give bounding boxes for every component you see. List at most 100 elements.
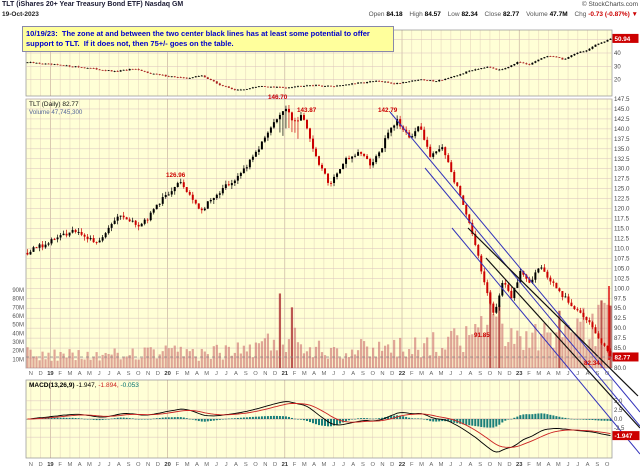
svg-text:132.5: 132.5: [614, 156, 630, 163]
svg-text:100.0: 100.0: [614, 285, 630, 292]
symbol-title: TLT (iShares 20+ Year Treasury Bond ETF)…: [2, 1, 184, 8]
trendlines: [26, 111, 640, 455]
svg-text:S: S: [595, 462, 599, 468]
svg-text:40: 40: [614, 51, 621, 57]
svg-text:A: A: [351, 371, 355, 377]
svg-text:-1.947: -1.947: [615, 433, 633, 440]
svg-text:O: O: [370, 371, 375, 377]
svg-text:D: D: [507, 462, 511, 468]
quote-bar: Open 84.18 High 84.57 Low 82.34 Close 82…: [364, 11, 638, 18]
svg-text:90M: 90M: [12, 288, 24, 294]
svg-text:M: M: [419, 462, 424, 468]
value-boxes: 82.77 50.94 -1.947: [612, 33, 640, 441]
svg-text:M: M: [87, 462, 92, 468]
chg-label: Chg: [574, 11, 587, 18]
low-value: 82.34: [461, 11, 478, 18]
svg-text:50M: 50M: [12, 323, 24, 329]
svg-text:M: M: [536, 462, 541, 468]
svg-text:A: A: [117, 462, 121, 468]
svg-text:146.70: 146.70: [268, 94, 288, 101]
svg-text:J: J: [449, 462, 452, 468]
svg-text:23: 23: [516, 371, 523, 377]
svg-text:92.5: 92.5: [614, 315, 627, 322]
svg-text:85.0: 85.0: [614, 345, 627, 352]
svg-text:140.0: 140.0: [614, 126, 630, 133]
swing-labels: 126.96 146.70 143.87 142.79 91.85 82.34: [166, 94, 600, 367]
svg-text:82.77: 82.77: [615, 354, 631, 361]
svg-text:F: F: [176, 371, 180, 377]
svg-text:O: O: [370, 462, 375, 468]
svg-text:M: M: [439, 462, 444, 468]
svg-text:M: M: [321, 371, 326, 377]
svg-text:2.5: 2.5: [614, 408, 623, 414]
axis-labels: NNDD1919FFMMAAMMJJJJAASSOONNDD2020FFMMAA…: [12, 38, 630, 468]
svg-text:J: J: [98, 371, 101, 377]
svg-text:J: J: [215, 462, 218, 468]
svg-text:M: M: [185, 462, 190, 468]
svg-text:M: M: [87, 371, 92, 377]
svg-text:A: A: [468, 371, 472, 377]
svg-text:M: M: [536, 371, 541, 377]
svg-text:143.87: 143.87: [297, 107, 317, 114]
svg-text:J: J: [225, 462, 228, 468]
svg-text:J: J: [459, 462, 462, 468]
svg-text:D: D: [273, 371, 277, 377]
svg-text:20M: 20M: [12, 349, 24, 355]
svg-text:J: J: [108, 371, 111, 377]
svg-text:95.0: 95.0: [614, 305, 627, 312]
svg-text:82.34: 82.34: [584, 360, 600, 367]
quote-date: 19-Oct-2023: [2, 11, 39, 18]
svg-text:M: M: [419, 371, 424, 377]
svg-text:J: J: [332, 371, 335, 377]
svg-text:147.5: 147.5: [614, 96, 630, 103]
svg-text:21: 21: [282, 371, 289, 377]
macd-name: MACD(13,26,9): [29, 382, 75, 389]
macd-value-signal: -1.894,: [98, 382, 119, 389]
svg-text:J: J: [567, 462, 570, 468]
svg-text:M: M: [204, 371, 209, 377]
svg-text:-2.5: -2.5: [614, 426, 625, 432]
svg-text:A: A: [78, 462, 82, 468]
open-value: 84.18: [386, 11, 403, 18]
svg-text:M: M: [185, 371, 190, 377]
svg-text:M: M: [302, 371, 307, 377]
svg-text:112.5: 112.5: [614, 235, 630, 242]
svg-text:30: 30: [614, 64, 621, 70]
svg-text:D: D: [273, 462, 277, 468]
svg-text:105.0: 105.0: [614, 265, 630, 272]
svg-text:127.5: 127.5: [614, 176, 630, 183]
svg-text:J: J: [225, 371, 228, 377]
svg-text:30M: 30M: [12, 340, 24, 346]
svg-text:N: N: [498, 462, 502, 468]
svg-text:J: J: [342, 371, 345, 377]
volume-value: 47.7M: [549, 11, 568, 18]
svg-text:D: D: [39, 462, 43, 468]
svg-text:F: F: [410, 462, 414, 468]
macd-legend: MACD(13,26,9) -1.947, -1.894, -0.053: [29, 382, 139, 389]
volume-label: Volume: [526, 11, 548, 18]
svg-text:D: D: [390, 371, 394, 377]
svg-text:A: A: [312, 371, 316, 377]
svg-text:40M: 40M: [12, 331, 24, 337]
svg-text:A: A: [547, 371, 551, 377]
macd-plot: [26, 400, 612, 453]
svg-text:107.5: 107.5: [614, 255, 630, 262]
svg-text:J: J: [576, 371, 579, 377]
svg-text:S: S: [361, 462, 365, 468]
high-value: 84.57: [424, 11, 441, 18]
svg-text:A: A: [351, 462, 355, 468]
svg-text:O: O: [605, 462, 610, 468]
svg-text:M: M: [302, 462, 307, 468]
svg-text:S: S: [361, 371, 365, 377]
svg-text:110.0: 110.0: [614, 245, 630, 252]
svg-text:142.79: 142.79: [378, 107, 398, 114]
svg-text:S: S: [244, 371, 248, 377]
svg-text:J: J: [332, 462, 335, 468]
svg-text:F: F: [410, 371, 414, 377]
high-label: High: [409, 11, 423, 18]
svg-text:J: J: [342, 462, 345, 468]
svg-text:135.0: 135.0: [614, 146, 630, 153]
svg-text:S: S: [595, 371, 599, 377]
svg-text:80M: 80M: [12, 297, 24, 303]
